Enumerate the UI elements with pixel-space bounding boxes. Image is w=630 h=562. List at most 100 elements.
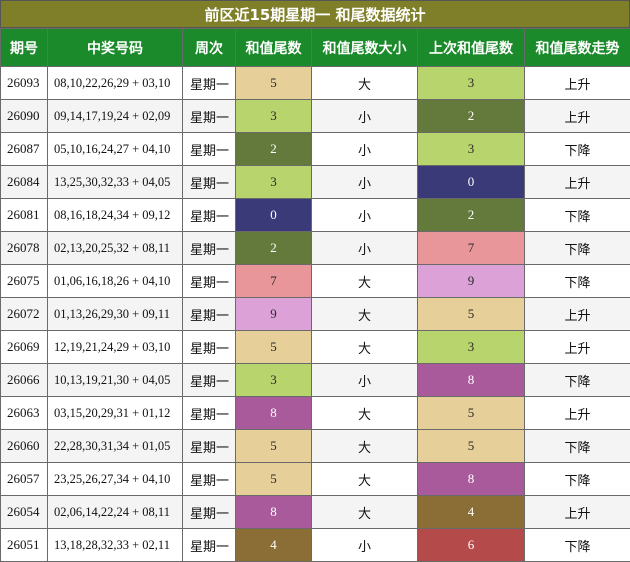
size-cell: 大 xyxy=(312,331,418,364)
week-cell: 星期一 xyxy=(183,67,236,100)
size-cell: 小 xyxy=(312,133,418,166)
header-tail: 和值尾数 xyxy=(236,29,312,67)
prev-tail-cell: 5 xyxy=(418,298,525,331)
tail-cell: 5 xyxy=(236,67,312,100)
prev-tail-cell: 0 xyxy=(418,166,525,199)
prev-tail-cell: 9 xyxy=(418,265,525,298)
tail-cell: 2 xyxy=(236,133,312,166)
numbers-cell: 08,16,18,24,34 + 09,12 xyxy=(48,199,183,232)
trend-cell: 下降 xyxy=(525,199,630,232)
header-week: 周次 xyxy=(183,29,236,67)
size-cell: 大 xyxy=(312,298,418,331)
tail-cell: 7 xyxy=(236,265,312,298)
week-cell: 星期一 xyxy=(183,265,236,298)
week-cell: 星期一 xyxy=(183,100,236,133)
size-cell: 小 xyxy=(312,232,418,265)
prev-tail-cell: 5 xyxy=(418,430,525,463)
numbers-cell: 23,25,26,27,34 + 04,10 xyxy=(48,463,183,496)
trend-cell: 下降 xyxy=(525,364,630,397)
prev-tail-cell: 3 xyxy=(418,331,525,364)
prev-tail-cell: 2 xyxy=(418,199,525,232)
size-cell: 大 xyxy=(312,430,418,463)
numbers-cell: 22,28,30,31,34 + 01,05 xyxy=(48,430,183,463)
numbers-cell: 10,13,19,21,30 + 04,05 xyxy=(48,364,183,397)
trend-cell: 上升 xyxy=(525,397,630,430)
header-numbers: 中奖号码 xyxy=(48,29,183,67)
header-size: 和值尾数大小 xyxy=(312,29,418,67)
tail-cell: 3 xyxy=(236,364,312,397)
tail-cell: 8 xyxy=(236,496,312,529)
week-cell: 星期一 xyxy=(183,166,236,199)
size-cell: 小 xyxy=(312,166,418,199)
prev-tail-cell: 8 xyxy=(418,463,525,496)
numbers-cell: 13,18,28,32,33 + 02,11 xyxy=(48,529,183,562)
size-cell: 大 xyxy=(312,496,418,529)
trend-cell: 下降 xyxy=(525,463,630,496)
week-cell: 星期一 xyxy=(183,496,236,529)
header-prev-tail: 上次和值尾数 xyxy=(418,29,525,67)
issue-cell: 26087 xyxy=(1,133,48,166)
issue-cell: 26093 xyxy=(1,67,48,100)
week-cell: 星期一 xyxy=(183,133,236,166)
size-cell: 小 xyxy=(312,364,418,397)
numbers-cell: 02,13,20,25,32 + 08,11 xyxy=(48,232,183,265)
week-cell: 星期一 xyxy=(183,463,236,496)
week-cell: 星期一 xyxy=(183,364,236,397)
week-cell: 星期一 xyxy=(183,199,236,232)
tail-cell: 5 xyxy=(236,463,312,496)
size-cell: 大 xyxy=(312,67,418,100)
tail-cell: 5 xyxy=(236,430,312,463)
week-cell: 星期一 xyxy=(183,430,236,463)
size-cell: 大 xyxy=(312,463,418,496)
issue-cell: 26063 xyxy=(1,397,48,430)
numbers-cell: 01,13,26,29,30 + 09,11 xyxy=(48,298,183,331)
issue-cell: 26069 xyxy=(1,331,48,364)
numbers-cell: 12,19,21,24,29 + 03,10 xyxy=(48,331,183,364)
issue-cell: 26075 xyxy=(1,265,48,298)
issue-cell: 26081 xyxy=(1,199,48,232)
tail-cell: 5 xyxy=(236,331,312,364)
tail-cell: 9 xyxy=(236,298,312,331)
prev-tail-cell: 5 xyxy=(418,397,525,430)
trend-cell: 下降 xyxy=(525,430,630,463)
prev-tail-cell: 8 xyxy=(418,364,525,397)
trend-cell: 下降 xyxy=(525,232,630,265)
numbers-cell: 08,10,22,26,29 + 03,10 xyxy=(48,67,183,100)
week-cell: 星期一 xyxy=(183,397,236,430)
prev-tail-cell: 7 xyxy=(418,232,525,265)
stats-table: 期号 中奖号码 周次 和值尾数 和值尾数大小 上次和值尾数 和值尾数走势 260… xyxy=(0,28,630,562)
issue-cell: 26060 xyxy=(1,430,48,463)
numbers-cell: 01,06,16,18,26 + 04,10 xyxy=(48,265,183,298)
trend-cell: 上升 xyxy=(525,298,630,331)
numbers-cell: 13,25,30,32,33 + 04,05 xyxy=(48,166,183,199)
header-row: 期号 中奖号码 周次 和值尾数 和值尾数大小 上次和值尾数 和值尾数走势 xyxy=(1,29,630,67)
numbers-cell: 09,14,17,19,24 + 02,09 xyxy=(48,100,183,133)
tail-cell: 0 xyxy=(236,199,312,232)
week-cell: 星期一 xyxy=(183,298,236,331)
header-issue: 期号 xyxy=(1,29,48,67)
issue-cell: 26051 xyxy=(1,529,48,562)
tail-cell: 3 xyxy=(236,166,312,199)
issue-cell: 26054 xyxy=(1,496,48,529)
trend-cell: 下降 xyxy=(525,529,630,562)
prev-tail-cell: 6 xyxy=(418,529,525,562)
trend-cell: 上升 xyxy=(525,331,630,364)
size-cell: 小 xyxy=(312,529,418,562)
trend-cell: 上升 xyxy=(525,100,630,133)
tail-cell: 3 xyxy=(236,100,312,133)
week-cell: 星期一 xyxy=(183,331,236,364)
trend-cell: 下降 xyxy=(525,265,630,298)
